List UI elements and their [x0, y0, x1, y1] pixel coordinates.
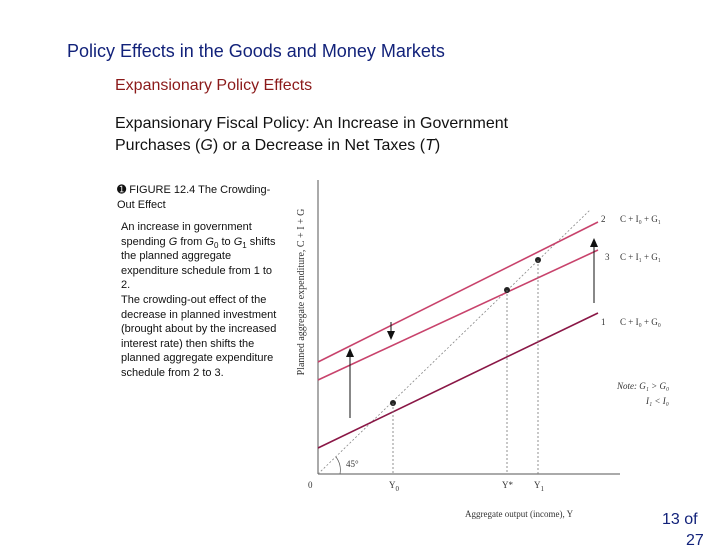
x-axis-label: Aggregate output (income), Y: [465, 509, 574, 519]
note-line-2: I₁ < I₀: [645, 396, 669, 406]
ae-line-1: [317, 312, 599, 449]
heading-part2: ) or a Decrease in Net Taxes (: [212, 137, 426, 154]
heading-part3: ): [434, 137, 441, 154]
explanation-text: shifts the planned aggregate expenditure…: [121, 235, 276, 292]
explanation-sub: 1: [242, 240, 247, 250]
explanation-var-g0: G: [205, 235, 214, 248]
heading-t: T: [425, 137, 435, 154]
angle-label: 45°: [346, 459, 359, 469]
origin-label: 0: [308, 480, 313, 490]
explanation-text: from: [177, 235, 206, 248]
page-number-continued: 27: [686, 532, 704, 549]
explanation-var-g: G: [168, 235, 178, 248]
shift-up-arrow-icon: [346, 348, 354, 357]
line-3-label: C + I₁ + G₁: [620, 252, 661, 262]
ae-line-2: [317, 221, 599, 363]
slide-heading: Expansionary Fiscal Policy: An Increase …: [115, 113, 585, 157]
x-tick-y0: Y0: [389, 480, 400, 493]
explanation-paragraph-2: The crowding-out effect of the decrease …: [121, 293, 277, 379]
explanation-sub: 0: [213, 240, 219, 250]
heading-part1: Expansionary Fiscal Policy: An Increase …: [115, 115, 509, 154]
slide-subtitle: Expansionary Policy Effects: [115, 77, 313, 94]
explanation-text: to: [218, 235, 234, 248]
heading-g: G: [200, 137, 213, 154]
x-tick-ystar: Y*: [502, 480, 513, 490]
line-2-label: C + I₀ + G₁: [620, 214, 661, 224]
angle-arc: [335, 456, 341, 475]
line-2-number: 2: [601, 214, 606, 224]
45-degree-line: [317, 209, 591, 475]
line-1-label: C + I₀ + G₀: [620, 317, 661, 327]
crowding-out-diagram: Planned aggregate expenditure, C + I + G…: [296, 180, 669, 519]
explanation-paragraph-1: An increase in government spending G fro…: [121, 220, 283, 293]
explanation-var-g1: G: [233, 235, 243, 248]
figure-bullet-icon: ➊: [117, 184, 127, 196]
figure-caption: ➊ FIGURE 12.4 The Crowding-Out Effect: [117, 183, 277, 213]
shift-down-arrow-icon: [387, 331, 395, 340]
line-1-number: 1: [601, 317, 606, 327]
right-shift-up-arrow-icon: [590, 238, 598, 247]
line-3-number: 3: [605, 252, 610, 262]
ae-line-3: [317, 249, 599, 381]
slide-title: Policy Effects in the Goods and Money Ma…: [67, 41, 445, 61]
x-tick-y1: Y1: [534, 480, 545, 493]
explanation-text: An increase in government spending: [121, 221, 252, 248]
note-line-1: Note: G₁ > G₀: [616, 381, 669, 391]
y-axis-label: Planned aggregate expenditure, C + I + G: [296, 209, 307, 376]
figure-caption-text: FIGURE 12.4 The Crowding-Out Effect: [117, 184, 271, 211]
page-number: 13 of: [662, 511, 698, 528]
figure-explanation: An increase in government spending G fro…: [121, 220, 283, 381]
